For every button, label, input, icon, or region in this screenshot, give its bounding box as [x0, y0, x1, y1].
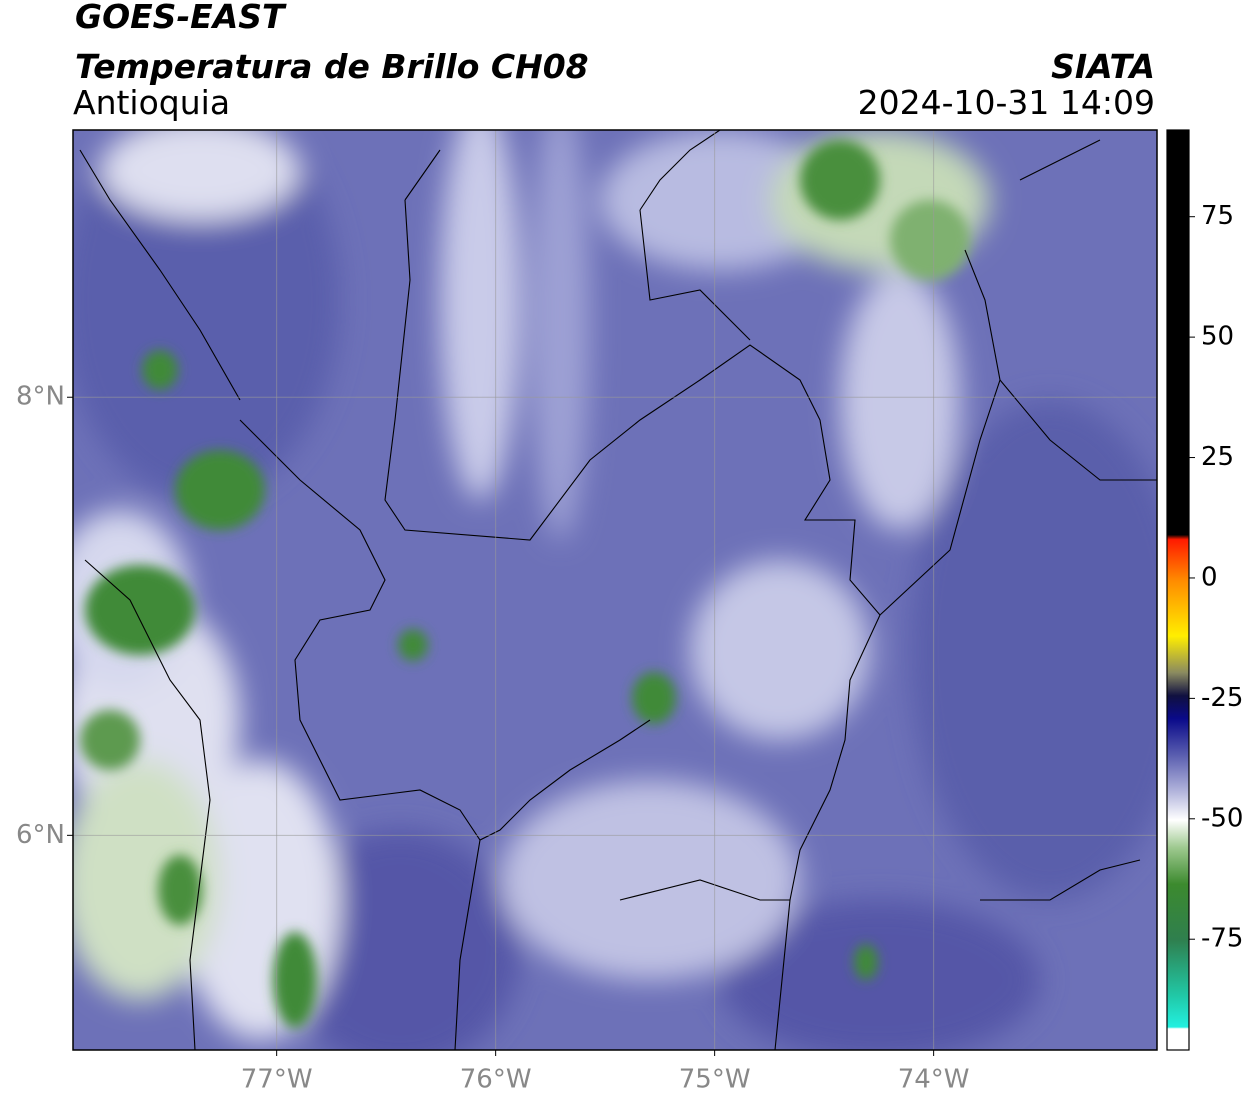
- map-frame: [72, 129, 1158, 1051]
- colorbar-tick-label: 50: [1201, 322, 1234, 352]
- colorbar-tick-label: -75: [1201, 924, 1243, 954]
- colorbar-tick-label: -50: [1201, 803, 1243, 833]
- x-tick-label: 77°W: [241, 1065, 313, 1095]
- colorbar-tick-label: -25: [1201, 683, 1243, 713]
- region: Antioquia: [73, 83, 230, 122]
- grid: [73, 130, 1157, 1050]
- title: GOES-EAST: [75, 0, 287, 36]
- colorbar-tick-label: 75: [1201, 201, 1234, 231]
- x-tick-label: 74°W: [898, 1065, 970, 1095]
- colorbar: [1166, 129, 1190, 1051]
- y-tick-label: 8°N: [16, 382, 65, 412]
- x-tick-label: 75°W: [679, 1065, 751, 1095]
- satellite-image: [73, 130, 1157, 1050]
- y-tick-label: 6°N: [16, 820, 65, 850]
- source: SIATA: [1051, 47, 1155, 86]
- colorbar-tick-label: 25: [1201, 442, 1234, 472]
- x-tick-label: 76°W: [460, 1065, 532, 1095]
- subtitle: Temperatura de Brillo CH08: [75, 47, 589, 86]
- datetime: 2024-10-31 14:09: [858, 83, 1155, 122]
- colorbar-tick-label: 0: [1201, 562, 1218, 592]
